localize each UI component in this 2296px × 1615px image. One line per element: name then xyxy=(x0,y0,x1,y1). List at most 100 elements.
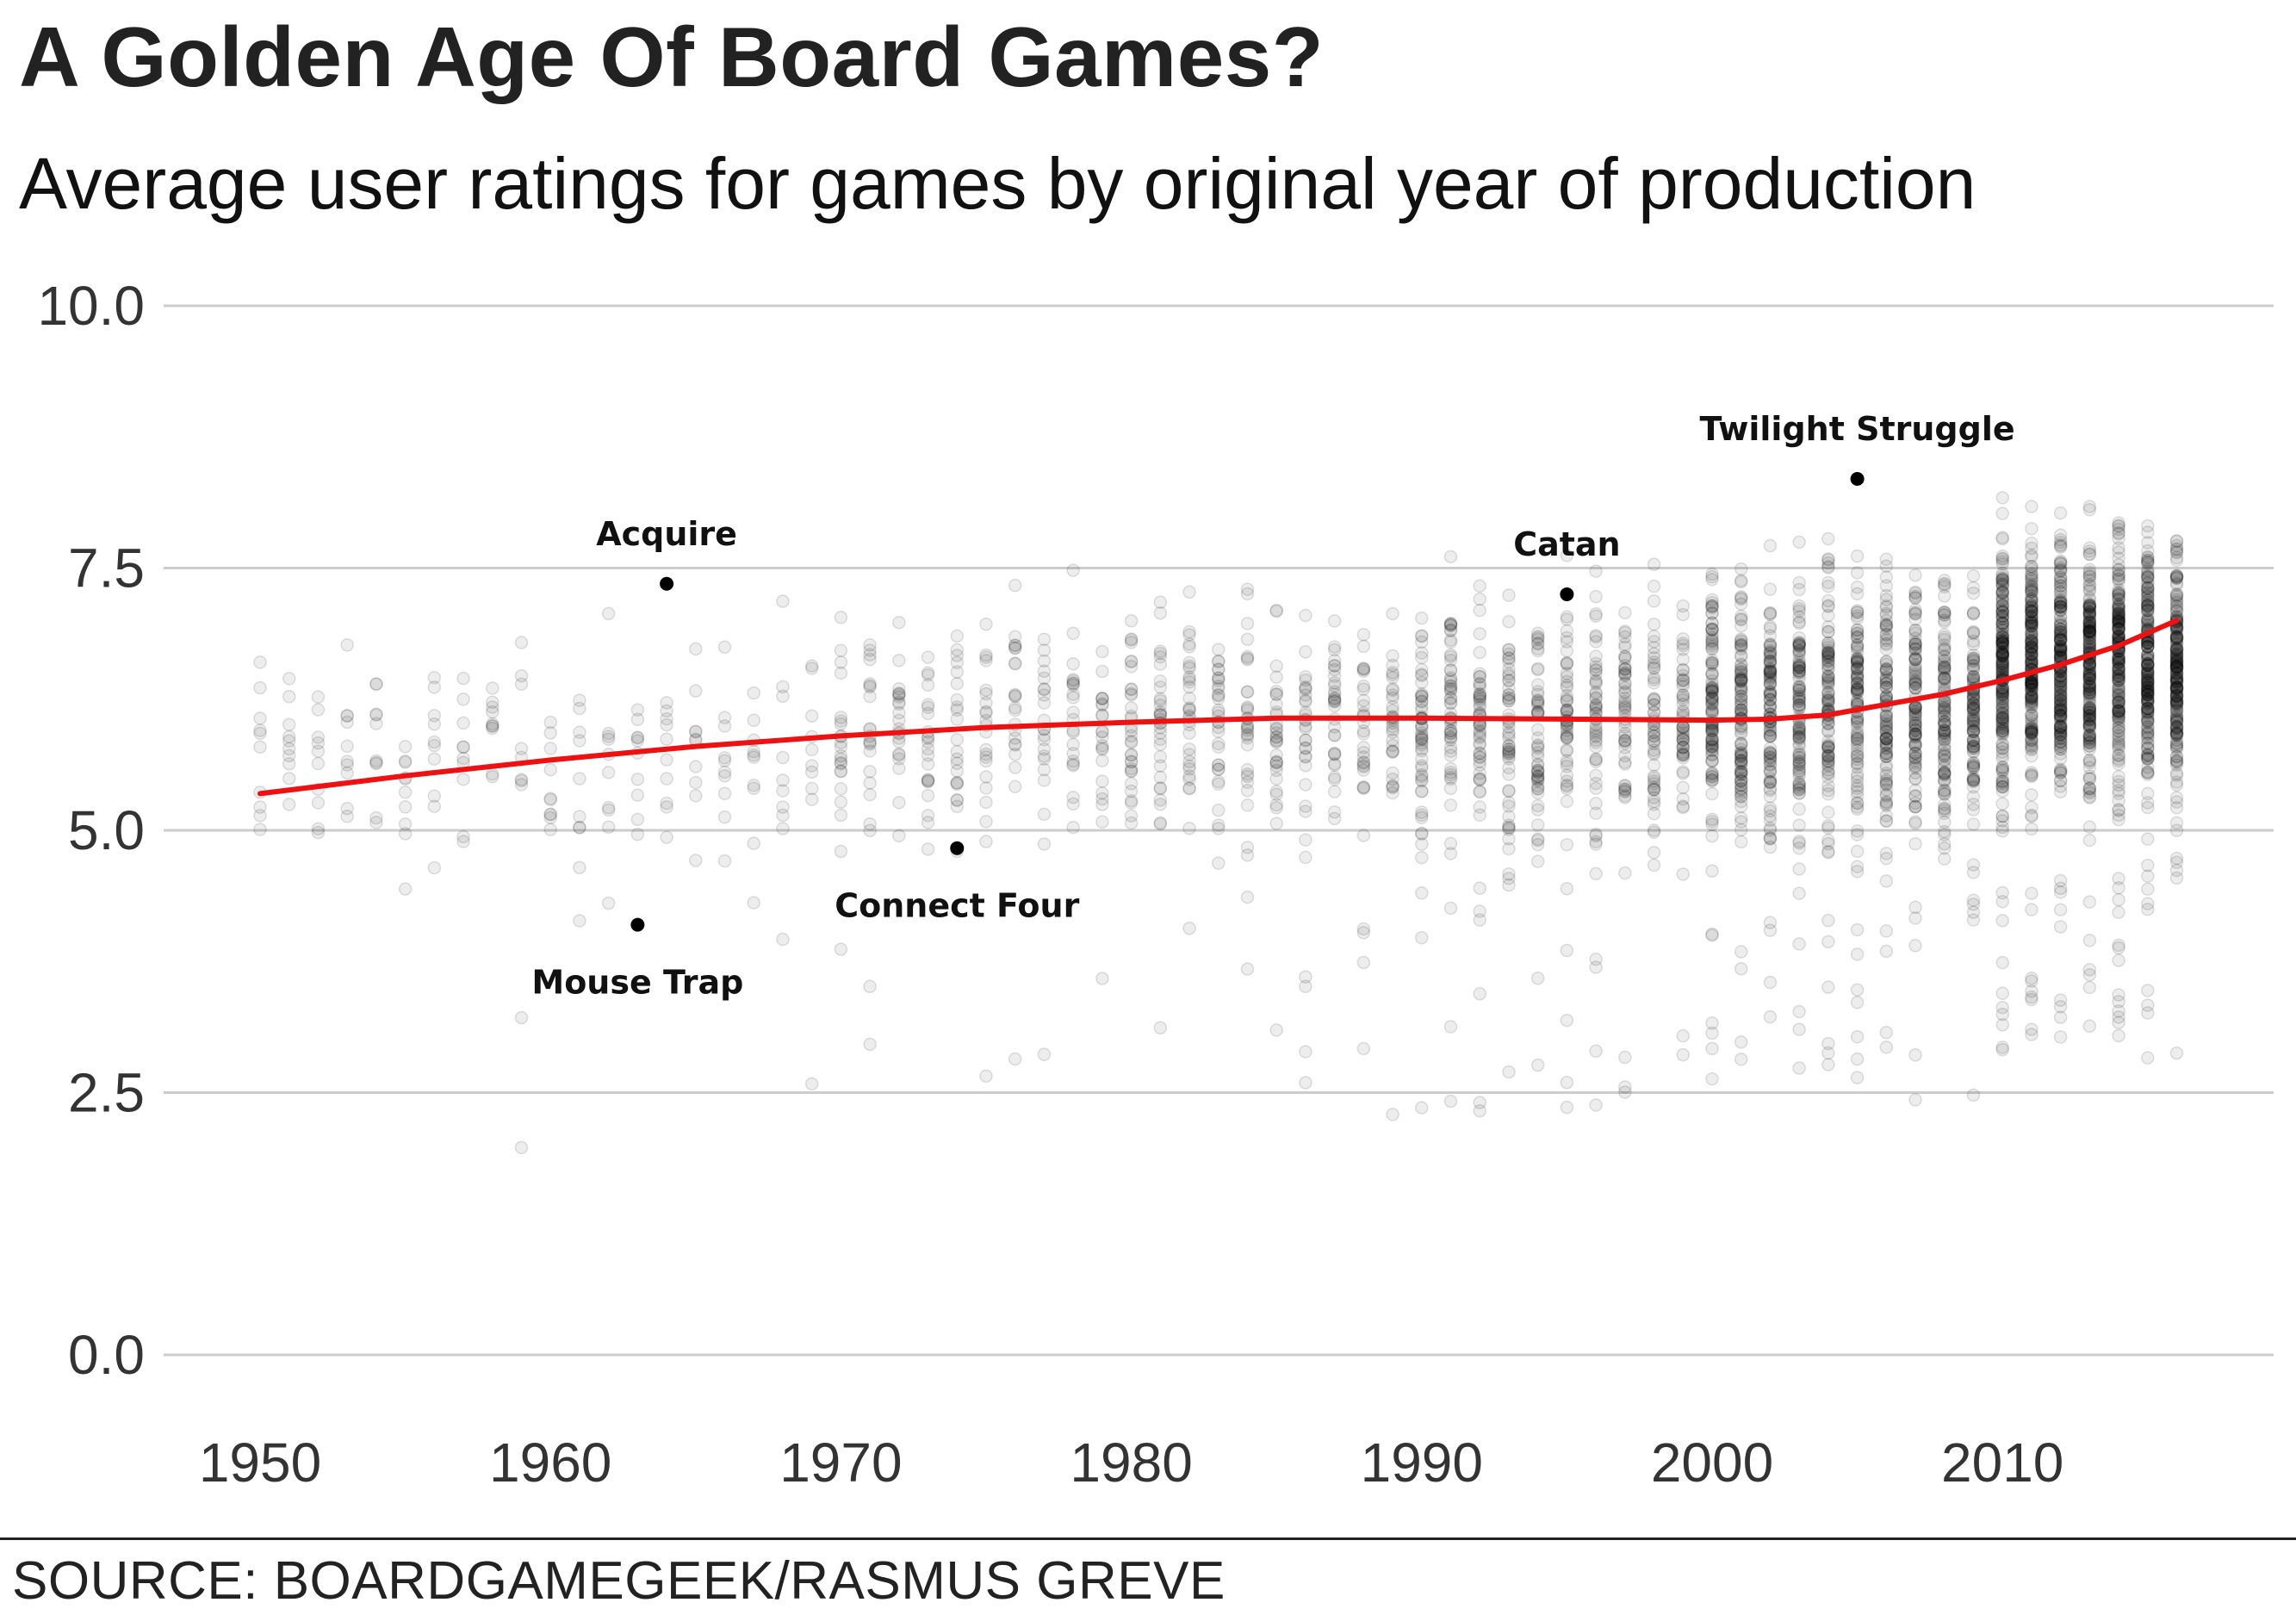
data-point xyxy=(1212,724,1226,738)
data-point xyxy=(1240,685,1255,699)
data-point xyxy=(1530,782,1545,796)
data-point xyxy=(2169,855,2184,869)
data-point xyxy=(1095,738,1109,753)
data-point xyxy=(1212,671,1226,685)
data-point xyxy=(514,668,529,683)
data-point xyxy=(1415,773,1429,786)
data-point xyxy=(1821,913,1835,928)
y-tick-label: 2.5 xyxy=(68,1062,145,1124)
data-point xyxy=(1240,632,1255,646)
data-point xyxy=(1124,748,1139,761)
data-point xyxy=(1530,971,1545,985)
data-point xyxy=(2141,1051,2155,1065)
data-point xyxy=(1299,688,1312,702)
data-point xyxy=(369,708,383,722)
data-point xyxy=(1299,608,1312,623)
data-point xyxy=(2112,575,2125,588)
data-point xyxy=(950,655,965,669)
data-point xyxy=(2112,905,2125,919)
data-point xyxy=(979,705,993,719)
data-point xyxy=(1473,913,1486,927)
data-point xyxy=(1995,592,2009,606)
data-point xyxy=(1212,654,1226,668)
data-point xyxy=(1821,724,1835,739)
data-point xyxy=(1734,778,1748,792)
data-point xyxy=(1473,881,1486,895)
data-point xyxy=(1850,922,1865,937)
data-point xyxy=(1124,748,1139,762)
data-point xyxy=(1734,639,1748,654)
data-point xyxy=(2053,506,2068,520)
data-point xyxy=(1212,703,1226,717)
data-point xyxy=(1763,646,1778,661)
data-point xyxy=(1705,1071,1719,1086)
data-point xyxy=(1908,1047,1922,1062)
data-point xyxy=(1066,737,1080,752)
data-point xyxy=(2141,588,2155,602)
data-point xyxy=(1327,669,1342,683)
data-point xyxy=(834,711,848,724)
data-point xyxy=(282,772,296,786)
data-point xyxy=(1792,630,1806,645)
data-point xyxy=(601,726,616,741)
data-point xyxy=(1734,562,1748,576)
data-point xyxy=(1589,1044,1603,1059)
data-point xyxy=(2053,873,2068,888)
data-point xyxy=(1995,1040,2009,1054)
data-point xyxy=(2169,823,2184,837)
data-point xyxy=(1908,771,1922,786)
data-point xyxy=(1443,765,1458,780)
y-axis-ticks: 0.0 2.5 5.0 7.5 10.0 xyxy=(37,275,145,1386)
data-point xyxy=(747,748,760,762)
data-point xyxy=(1269,787,1283,802)
data-point xyxy=(1443,648,1458,662)
data-point xyxy=(1443,1094,1458,1109)
data-point xyxy=(834,756,848,771)
data-point xyxy=(950,700,965,714)
game-label: Catan xyxy=(1513,525,1620,563)
data-point xyxy=(717,786,732,800)
data-point xyxy=(2141,725,2155,739)
data-point xyxy=(1618,700,1632,714)
data-point xyxy=(776,822,790,835)
data-point xyxy=(1502,767,1516,781)
data-point xyxy=(1821,754,1835,768)
data-point xyxy=(253,680,267,695)
data-point xyxy=(1995,809,2009,823)
data-point xyxy=(2053,646,2068,660)
data-point xyxy=(834,748,848,763)
data-point xyxy=(1386,658,1399,673)
data-point xyxy=(1153,595,1168,609)
data-point xyxy=(1240,767,1255,781)
data-point xyxy=(1095,774,1109,788)
data-point xyxy=(1821,636,1835,650)
data-point xyxy=(1095,786,1109,800)
data-point xyxy=(660,830,673,844)
data-point xyxy=(1908,639,1922,653)
data-point xyxy=(543,762,557,777)
data-point xyxy=(340,638,354,652)
data-point xyxy=(1182,628,1196,642)
data-point xyxy=(1182,670,1196,684)
data-point xyxy=(1850,844,1865,859)
data-point xyxy=(660,696,673,710)
data-point xyxy=(2025,822,2038,836)
data-point xyxy=(1124,613,1139,628)
x-tick-label: 2000 xyxy=(1651,1432,1773,1494)
data-point xyxy=(1356,639,1371,654)
data-point xyxy=(2082,732,2097,746)
data-point xyxy=(776,784,790,798)
y-tick-label: 0.0 xyxy=(68,1324,145,1386)
data-point xyxy=(1502,688,1516,702)
data-point xyxy=(1995,609,2009,624)
data-point xyxy=(2169,1046,2184,1060)
data-point xyxy=(892,687,906,702)
data-point xyxy=(1792,818,1806,832)
data-point xyxy=(1734,612,1748,627)
data-point xyxy=(804,1077,819,1091)
data-point xyxy=(1299,1076,1312,1090)
data-point xyxy=(921,773,935,786)
data-point xyxy=(340,810,354,823)
data-point xyxy=(311,744,326,758)
data-point xyxy=(1182,755,1196,768)
